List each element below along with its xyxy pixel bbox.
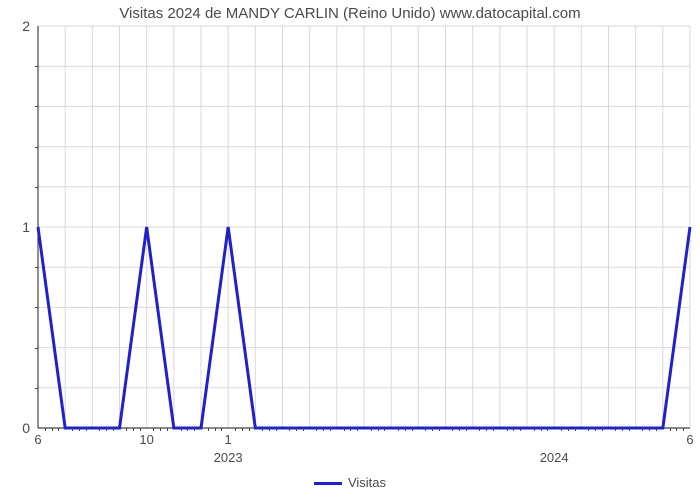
x-minor-tick (466, 428, 467, 431)
x-minor-tick (79, 428, 80, 431)
x-minor-tick (113, 428, 114, 431)
x-minor-tick (405, 428, 406, 431)
x-minor-tick (167, 428, 168, 431)
x-minor-tick (575, 428, 576, 431)
x-minor-tick (479, 428, 480, 431)
y-minor-tick (35, 106, 38, 107)
x-minor-tick (520, 428, 521, 431)
x-minor-tick (262, 428, 263, 431)
x-tick-label: 6 (34, 432, 41, 447)
x-minor-tick (316, 428, 317, 431)
x-minor-tick (208, 428, 209, 431)
x-minor-tick (86, 428, 87, 431)
x-tick-label: 10 (139, 432, 153, 447)
x-minor-tick (72, 428, 73, 431)
x-minor-tick (344, 428, 345, 431)
x-minor-tick (289, 428, 290, 431)
x-minor-tick (276, 428, 277, 431)
plot-area: 0126101620232024 (38, 26, 690, 428)
x-minor-tick (296, 428, 297, 431)
chart-svg (38, 26, 690, 428)
x-minor-tick (242, 428, 243, 431)
x-minor-tick (350, 428, 351, 431)
chart-title: Visitas 2024 de MANDY CARLIN (Reino Unid… (0, 5, 700, 22)
y-minor-tick (35, 66, 38, 67)
x-minor-tick (106, 428, 107, 431)
x-minor-tick (649, 428, 650, 431)
x-minor-tick (622, 428, 623, 431)
chart-container: { "title": "Visitas 2024 de MANDY CARLIN… (0, 0, 700, 500)
x-minor-tick (140, 428, 141, 431)
x-minor-tick (215, 428, 216, 431)
y-minor-tick (35, 388, 38, 389)
x-minor-tick (547, 428, 548, 431)
x-minor-tick (459, 428, 460, 431)
x-minor-tick (629, 428, 630, 431)
x-minor-tick (507, 428, 508, 431)
x-minor-tick (452, 428, 453, 431)
x-minor-tick (642, 428, 643, 431)
legend-swatch (314, 482, 342, 485)
x-minor-tick (357, 428, 358, 431)
x-minor-tick (534, 428, 535, 431)
x-minor-tick (588, 428, 589, 431)
x-minor-tick (221, 428, 222, 431)
x-minor-tick (303, 428, 304, 431)
y-minor-tick (35, 187, 38, 188)
y-minor-tick (35, 348, 38, 349)
x-year-label: 2023 (214, 450, 243, 465)
x-minor-tick (133, 428, 134, 431)
x-tick-label: 1 (225, 432, 232, 447)
x-minor-tick (187, 428, 188, 431)
x-minor-tick (52, 428, 53, 431)
x-minor-tick (412, 428, 413, 431)
x-minor-tick (384, 428, 385, 431)
x-minor-tick (486, 428, 487, 431)
x-minor-tick (126, 428, 127, 431)
y-tick-label: 2 (22, 18, 30, 34)
x-tick-label: 6 (686, 432, 693, 447)
x-minor-tick (568, 428, 569, 431)
x-minor-tick (513, 428, 514, 431)
y-minor-tick (35, 267, 38, 268)
x-minor-tick (153, 428, 154, 431)
x-minor-tick (425, 428, 426, 431)
x-minor-tick (602, 428, 603, 431)
x-year-label: 2024 (540, 450, 569, 465)
x-minor-tick (378, 428, 379, 431)
x-minor-tick (656, 428, 657, 431)
x-minor-tick (561, 428, 562, 431)
x-minor-tick (676, 428, 677, 431)
x-minor-tick (670, 428, 671, 431)
x-minor-tick (323, 428, 324, 431)
x-minor-tick (493, 428, 494, 431)
x-minor-tick (439, 428, 440, 431)
x-minor-tick (269, 428, 270, 431)
x-minor-tick (58, 428, 59, 431)
x-minor-tick (181, 428, 182, 431)
x-minor-tick (683, 428, 684, 431)
legend-label: Visitas (348, 475, 386, 490)
x-minor-tick (615, 428, 616, 431)
y-tick-label: 1 (22, 219, 30, 235)
x-minor-tick (194, 428, 195, 431)
x-minor-tick (99, 428, 100, 431)
x-minor-tick (235, 428, 236, 431)
x-minor-tick (398, 428, 399, 431)
x-minor-tick (371, 428, 372, 431)
x-minor-tick (595, 428, 596, 431)
x-minor-tick (432, 428, 433, 431)
x-minor-tick (541, 428, 542, 431)
y-tick-label: 0 (22, 420, 30, 436)
x-minor-tick (249, 428, 250, 431)
y-minor-tick (35, 147, 38, 148)
x-minor-tick (330, 428, 331, 431)
x-minor-tick (160, 428, 161, 431)
legend: Visitas (0, 475, 700, 490)
y-minor-tick (35, 307, 38, 308)
x-minor-tick (45, 428, 46, 431)
